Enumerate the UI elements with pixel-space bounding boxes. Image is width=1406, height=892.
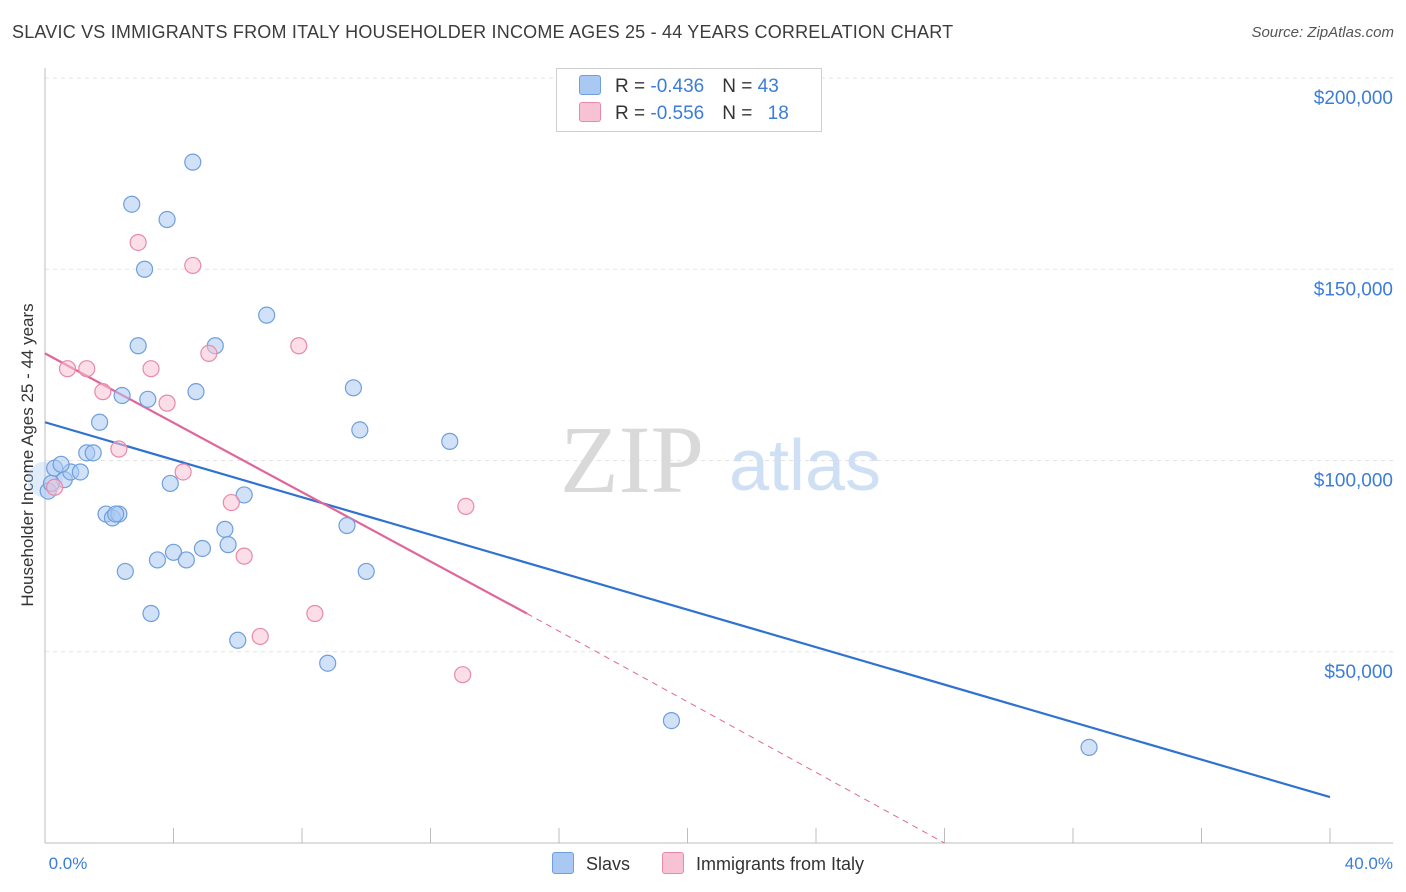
italy-point: [158, 394, 176, 412]
slavs-point: [1080, 738, 1098, 756]
slavs-point: [357, 562, 375, 581]
slavs-point: [229, 631, 247, 649]
slavs-point: [344, 379, 362, 397]
legend-r-label: R =: [615, 76, 651, 97]
italy-point: [78, 360, 96, 378]
italy-point: [110, 440, 128, 458]
slavs-trend-line: [44, 421, 1331, 799]
italy-point: [184, 256, 202, 275]
axes: [44, 68, 1393, 844]
italy-point: [46, 478, 64, 496]
italy-point: [457, 497, 475, 515]
italy-point: [94, 383, 112, 401]
slavs-point: [161, 474, 179, 493]
italy-point: [306, 604, 324, 623]
source-label: Source: ZipAtlas.com: [1251, 24, 1394, 41]
slavs-point: [441, 432, 459, 450]
slavs-point: [235, 486, 253, 504]
slavs-point: [351, 421, 369, 439]
slavs-legend-swatch: [552, 852, 574, 874]
slavs-point: [129, 337, 147, 355]
legend-r-value: -0.556: [650, 103, 705, 124]
slavs-point: [216, 520, 234, 538]
slavs-point: [158, 210, 176, 229]
slavs-swatch: [579, 75, 601, 95]
legend-row-italy: R = -0.556 N = 18: [579, 102, 789, 128]
slavs-point: [116, 562, 134, 581]
y-tick-label: $200,000: [1314, 88, 1393, 109]
slavs-point: [107, 505, 125, 523]
slavs-point: [184, 153, 202, 171]
slavs-point: [91, 413, 109, 431]
chart-title: SLAVIC VS IMMIGRANTS FROM ITALY HOUSEHOL…: [12, 22, 954, 42]
italy-point: [454, 666, 472, 684]
x-tick-label: 40.0%: [1345, 854, 1393, 873]
x-tick-label: 0.0%: [49, 854, 88, 873]
legend-n-value: 18: [767, 103, 789, 124]
italy-point: [235, 547, 253, 565]
italy-legend-label: Immigrants from Italy: [696, 854, 865, 874]
y-tick-label: $150,000: [1314, 279, 1393, 300]
slavs-point: [52, 455, 70, 473]
gridlines: [45, 77, 1393, 653]
slavs-point: [113, 386, 131, 405]
italy-point: [251, 627, 269, 646]
slavs-point: [164, 543, 183, 561]
italy-swatch: [579, 102, 601, 122]
slavs-point: [139, 390, 157, 408]
italy-point: [222, 493, 240, 512]
italy-point: [174, 463, 192, 481]
tick-labels: $50,000 $100,000 $150,000 $200,000 0.0% 40.0%: [49, 88, 1393, 873]
slavs-point: [177, 551, 195, 569]
slavs-point: [662, 711, 681, 730]
italy-point: [200, 344, 218, 362]
legend-n-label: N =: [722, 103, 758, 124]
y-tick-label: $100,000: [1314, 471, 1393, 492]
legend-n-label: N =: [722, 76, 758, 97]
legend-n-value: 43: [757, 76, 779, 97]
italy-point: [129, 233, 147, 252]
italy-point: [142, 360, 160, 378]
y-tick-label: $50,000: [1324, 662, 1393, 683]
slavs-point: [71, 463, 89, 481]
legend-row-slavs: R = -0.436 N = 43: [579, 75, 779, 101]
slavs-point: [142, 604, 160, 623]
watermark-zip: ZIP: [560, 406, 704, 513]
italy-point: [58, 360, 77, 378]
italy-legend-swatch: [662, 852, 684, 874]
slavs-point: [123, 195, 141, 213]
correlation-legend: R = -0.436 N = 43 R = -0.556 N = 18: [556, 68, 822, 132]
slavs-point: [319, 654, 337, 672]
italy-point: [290, 337, 308, 355]
slavs-point: [187, 383, 205, 401]
legend-r-value: -0.436: [650, 76, 705, 97]
slavs-legend-label: Slavs: [586, 854, 631, 874]
italy-trend-line-extrapolated: [526, 613, 945, 844]
slavs-point: [135, 260, 154, 278]
slavs-point: [338, 516, 356, 535]
legend-item-italy[interactable]: Immigrants from Italy: [662, 852, 864, 875]
slavs-point: [258, 306, 276, 324]
watermark-atlas: atlas: [729, 426, 881, 506]
slavs-point: [84, 444, 102, 462]
slavs-point: [219, 536, 237, 554]
slavs-point: [193, 539, 212, 558]
legend-item-slavs[interactable]: Slavs: [552, 852, 630, 875]
legend-r-label: R =: [615, 103, 651, 124]
slavs-point: [148, 551, 167, 569]
data-points: [27, 153, 1098, 756]
